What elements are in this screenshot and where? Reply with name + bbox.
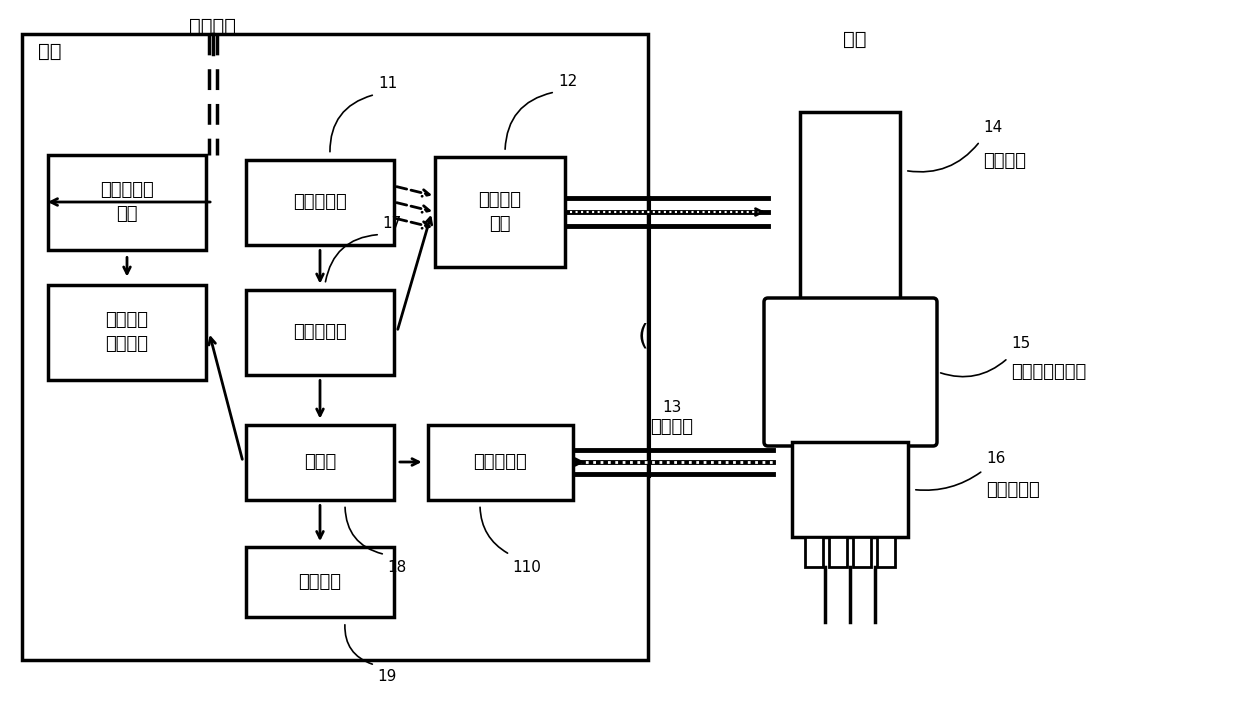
Text: 透明胶体: 透明胶体 [983, 152, 1025, 170]
FancyBboxPatch shape [853, 537, 870, 567]
FancyBboxPatch shape [246, 289, 394, 374]
Text: 前置放大器: 前置放大器 [986, 480, 1040, 498]
Text: 激光控制器: 激光控制器 [293, 323, 347, 341]
Text: 显示模块: 显示模块 [299, 573, 341, 591]
Text: 处理器: 处理器 [304, 453, 336, 471]
FancyBboxPatch shape [246, 159, 394, 244]
Text: 光声模式
切换开关: 光声模式 切换开关 [105, 311, 149, 353]
FancyBboxPatch shape [246, 547, 394, 617]
FancyBboxPatch shape [435, 157, 565, 267]
FancyBboxPatch shape [830, 537, 847, 567]
FancyBboxPatch shape [764, 298, 937, 446]
FancyBboxPatch shape [792, 442, 908, 537]
Text: 18: 18 [387, 559, 407, 574]
Text: 110: 110 [512, 559, 541, 574]
Text: 13: 13 [662, 399, 682, 414]
Text: 11: 11 [378, 77, 397, 91]
Text: 信号电缆: 信号电缆 [190, 17, 237, 36]
Text: 15: 15 [1011, 336, 1030, 351]
FancyBboxPatch shape [246, 425, 394, 500]
Text: 超声换能器阵列: 超声换能器阵列 [1011, 363, 1086, 381]
Text: 16: 16 [986, 451, 1006, 465]
FancyBboxPatch shape [800, 112, 900, 307]
Text: 探头: 探头 [843, 30, 867, 49]
FancyBboxPatch shape [428, 425, 573, 500]
FancyBboxPatch shape [877, 537, 895, 567]
FancyBboxPatch shape [22, 34, 649, 660]
Text: 19: 19 [377, 669, 397, 684]
Text: 12: 12 [558, 74, 578, 89]
FancyBboxPatch shape [48, 154, 206, 249]
Text: 光纤激光器: 光纤激光器 [293, 193, 347, 211]
Text: 超声信号驱
动器: 超声信号驱 动器 [100, 181, 154, 223]
Text: 主机: 主机 [38, 42, 62, 61]
FancyBboxPatch shape [805, 537, 823, 567]
Text: 锁相放大器: 锁相放大器 [474, 453, 527, 471]
Text: 17: 17 [382, 216, 402, 232]
Text: (: ( [637, 323, 649, 351]
Text: 准直耦合
单元: 准直耦合 单元 [479, 191, 522, 233]
Text: 信号电缆: 信号电缆 [651, 418, 693, 436]
FancyBboxPatch shape [48, 284, 206, 380]
Text: 14: 14 [983, 121, 1002, 135]
